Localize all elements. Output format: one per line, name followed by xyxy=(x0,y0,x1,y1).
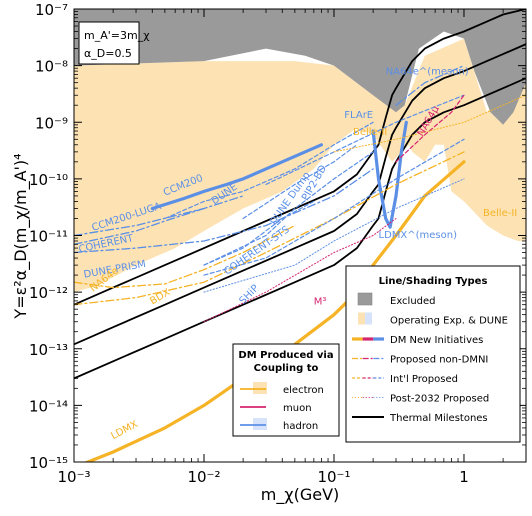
series-post-2032-21 xyxy=(203,178,465,293)
legend-swatch-operating-h xyxy=(365,312,372,325)
legend-coupling-title-2: Coupling to xyxy=(254,363,319,374)
label-ldmx-18: LDMX xyxy=(109,419,140,442)
region-excluded xyxy=(74,9,526,125)
legend-type-label: Thermal Milestones xyxy=(389,413,488,424)
legend-type-operating-exp-dune: Operating Exp. & DUNE xyxy=(358,312,508,327)
parameter-mass-ratio: m_A'=3m_χ xyxy=(84,29,150,42)
legend-type-label: Int'l Proposed xyxy=(390,374,458,385)
label-belle-ii-12: Belle-II xyxy=(353,127,387,138)
legend-coupling-label: muon xyxy=(283,403,312,414)
label-m-17: M³ xyxy=(314,297,327,308)
series-thermal-milestones-2 xyxy=(74,9,526,306)
legend-type-thermal-milestones: Thermal Milestones xyxy=(352,413,488,424)
legend-swatch-excluded xyxy=(357,292,373,306)
series-ship-14 xyxy=(203,138,465,276)
legend-type-label: Proposed non-DMNI xyxy=(390,355,488,366)
series-pip2-bd-15 xyxy=(242,144,358,220)
legend-coupling-title-1: DM Produced via xyxy=(238,350,333,361)
legend-type-int-l-proposed: Int'l Proposed xyxy=(352,374,458,385)
y-tick-label-3: 10⁻¹² xyxy=(29,284,68,302)
legend-swatch-operating-e xyxy=(358,312,365,325)
series-thermal-milestones-1 xyxy=(74,43,526,346)
x-tick-label-3: 1 xyxy=(459,468,469,486)
legend-coupling-label: hadron xyxy=(283,421,318,432)
series-dune-prism-8 xyxy=(74,168,374,254)
x-tick-label-2: 10⁻¹ xyxy=(317,468,350,486)
legend-coupling: DM Produced via Coupling to electron muon… xyxy=(232,343,340,437)
y-tick-label-5: 10⁻¹⁰ xyxy=(29,171,68,189)
series-belle-ii-20 xyxy=(333,94,526,153)
series-dune-dump-12 xyxy=(203,151,374,266)
legend-type-proposed-non-dmni: Proposed non-DMNI xyxy=(352,355,488,366)
y-axis-label: Y=ε²α_D(m_χ/m_A')⁴ xyxy=(11,153,31,319)
legend-type-label: Excluded xyxy=(390,296,436,307)
legend-coupling-swatch xyxy=(253,382,267,394)
shaded-regions xyxy=(74,9,526,293)
legend-coupling-hadron: hadron xyxy=(240,418,318,432)
legend-coupling-muon: muon xyxy=(240,403,312,414)
legend-coupling-electron: electron xyxy=(240,382,324,396)
legend-type-dm-new-initiatives: DM New Initiatives xyxy=(352,335,483,346)
series-na64e-meson-19 xyxy=(395,64,465,106)
x-tick-label-0: 10⁻³ xyxy=(57,468,90,486)
series-na64-17 xyxy=(395,94,465,163)
y-tick-label-8: 10⁻⁷ xyxy=(35,1,68,19)
axis-ticks: 10⁻³ 10⁻² 10⁻¹ 1 10⁻¹⁵ 10⁻¹⁴ 10⁻¹³ 10⁻¹² 10⁻¹¹ 10… xyxy=(29,1,527,486)
legend-type-label: DM New Initiatives xyxy=(390,335,483,346)
y-tick-label-0: 10⁻¹⁵ xyxy=(29,454,68,472)
y-tick-label-6: 10⁻⁹ xyxy=(35,114,68,132)
y-tick-label-4: 10⁻¹¹ xyxy=(29,228,68,246)
series-dune-11 xyxy=(164,121,374,220)
x-tick-label-1: 10⁻² xyxy=(187,468,220,486)
y-tick-label-2: 10⁻¹³ xyxy=(29,341,68,359)
series-na64e-6 xyxy=(74,224,296,289)
legend-coupling-label: electron xyxy=(283,385,324,396)
legend-coupling-swatch xyxy=(253,418,267,430)
series-lines xyxy=(74,9,526,462)
label-ship-9: SHiP xyxy=(237,283,261,307)
series-ccm200-5 xyxy=(150,143,323,211)
legend-type-post-2032-proposed: Post-2032 Proposed xyxy=(352,394,489,405)
series-ldmx-3 xyxy=(83,160,466,462)
legend-type-label: Post-2032 Proposed xyxy=(390,394,489,405)
x-axis-label: m_χ(GeV) xyxy=(261,485,340,505)
parameter-box: m_A'=3m_χ α_D=0.5 xyxy=(78,21,150,65)
label-flare-11: FLArE xyxy=(344,110,373,121)
series-ccm200-luga-10 xyxy=(74,195,244,237)
series-coherent-9 xyxy=(74,207,205,245)
parameter-alpha: α_D=0.5 xyxy=(84,47,132,60)
legend-types: Line/Shading Types Excluded Operating Exp… xyxy=(345,265,521,443)
label-ldmx-meson-16: LDMX^(meson) xyxy=(379,230,458,241)
series-m-18 xyxy=(203,218,397,323)
series-bdx-7 xyxy=(74,151,465,306)
label-belle-ii-13: Belle-II xyxy=(483,208,517,219)
legend-type-label: Operating Exp. & DUNE xyxy=(390,316,508,327)
y-tick-label-1: 10⁻¹⁴ xyxy=(29,397,68,415)
series-coherent-sts-13 xyxy=(203,200,315,266)
legend-type-excluded: Excluded xyxy=(357,292,436,307)
label-na64e-meson-14: NA64e^(meson) xyxy=(386,66,469,77)
y-tick-label-7: 10⁻⁸ xyxy=(35,58,68,76)
series-ldmx-meson-4 xyxy=(371,120,408,229)
legend-types-title: Line/Shading Types xyxy=(379,276,488,287)
